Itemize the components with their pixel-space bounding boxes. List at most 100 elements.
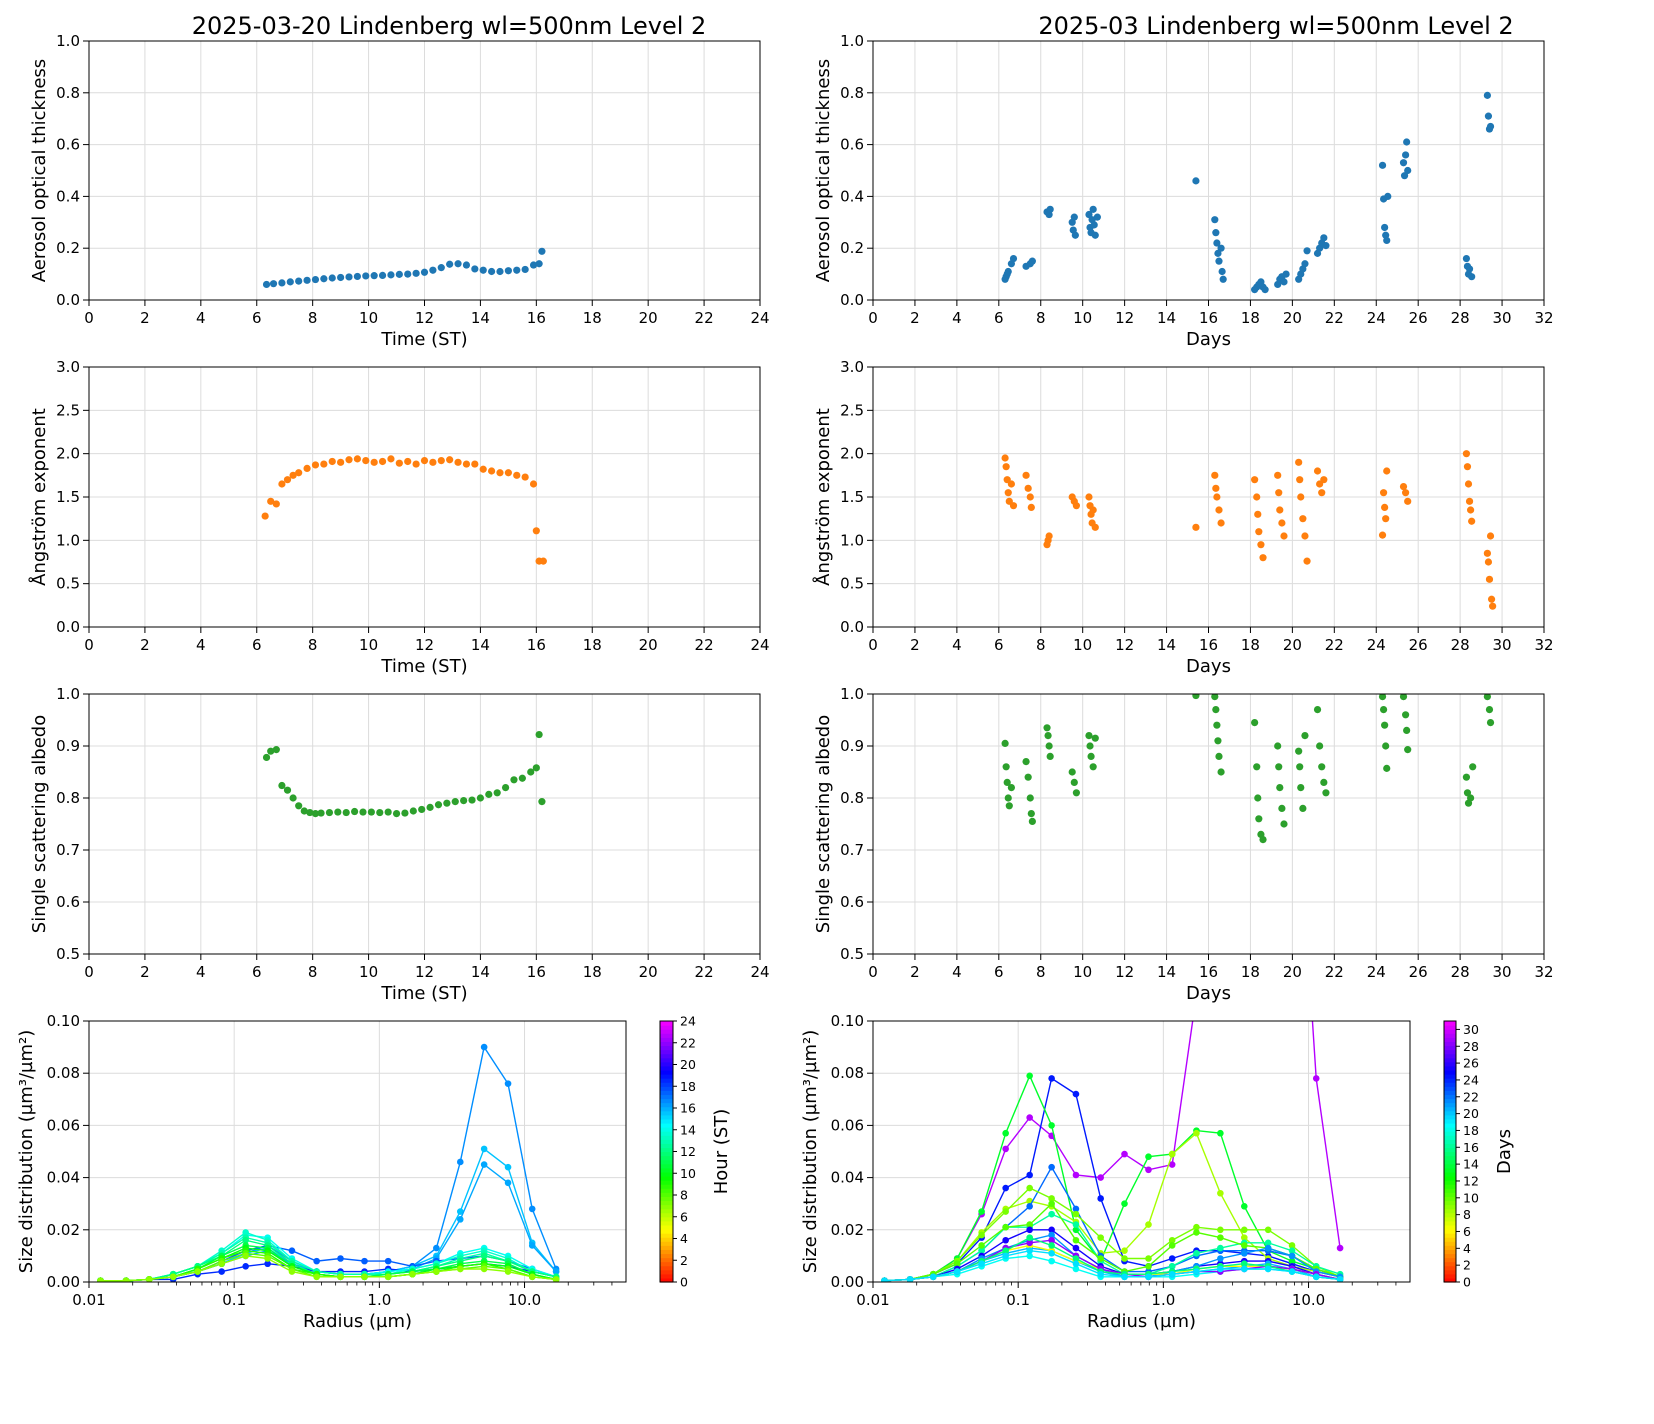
data-point bbox=[529, 480, 538, 488]
data-point bbox=[1213, 493, 1221, 501]
y-tick-label: 0.8 bbox=[840, 84, 864, 102]
data-point bbox=[1027, 503, 1035, 511]
data-point bbox=[1378, 531, 1387, 539]
gridlines bbox=[872, 693, 1545, 955]
data-point bbox=[1255, 528, 1263, 536]
colorbar-segment bbox=[660, 1122, 673, 1128]
data-point bbox=[1045, 532, 1053, 540]
data-point bbox=[262, 280, 271, 289]
series-point bbox=[1168, 1161, 1176, 1168]
data-point bbox=[454, 458, 462, 466]
data-point bbox=[1382, 742, 1390, 750]
y-tick-label: 0.00 bbox=[831, 1273, 864, 1291]
data-point bbox=[328, 457, 336, 466]
data-marks bbox=[262, 730, 546, 818]
x-tick-label: 18 bbox=[583, 963, 602, 981]
colorbar-segment bbox=[1444, 1216, 1456, 1222]
data-point bbox=[367, 808, 375, 816]
data-point bbox=[1301, 532, 1309, 540]
data-point bbox=[376, 808, 384, 817]
data-point bbox=[1213, 239, 1221, 247]
colorbar-segment bbox=[660, 1216, 673, 1222]
y-axis-label: Single scattering albedo bbox=[813, 715, 834, 933]
data-point bbox=[496, 267, 504, 276]
series-point bbox=[504, 1163, 512, 1171]
colorbar-segment bbox=[1444, 1265, 1456, 1271]
colorbar-label: Hour (ST) bbox=[711, 1109, 732, 1195]
data-point bbox=[370, 458, 378, 466]
colorbar-tick-label: 6 bbox=[1463, 1224, 1471, 1239]
series-point bbox=[978, 1231, 985, 1239]
series-point bbox=[1026, 1247, 1033, 1254]
colorbar-segment bbox=[1444, 1053, 1456, 1059]
x-tick-label: 26 bbox=[1409, 636, 1428, 654]
x-tick-label: 2 bbox=[140, 963, 150, 981]
x-tick-label: 0 bbox=[84, 309, 94, 327]
data-point bbox=[451, 798, 459, 806]
data-point bbox=[488, 267, 496, 276]
series-point bbox=[1240, 1203, 1248, 1210]
colorbar-segment bbox=[660, 1053, 673, 1059]
colorbar-segment bbox=[1444, 1257, 1456, 1263]
x-tick-label: 12 bbox=[415, 963, 434, 981]
series-point bbox=[1048, 1231, 1055, 1239]
x-tick-label: 32 bbox=[1534, 309, 1553, 327]
colorbar-segment bbox=[1444, 1114, 1456, 1120]
x-axis-label: Days bbox=[1186, 656, 1231, 677]
data-point bbox=[513, 471, 521, 479]
series-point bbox=[384, 1257, 392, 1265]
colorbar-segment bbox=[1444, 1269, 1456, 1275]
colorbar-segment bbox=[660, 1253, 673, 1259]
axes-frame bbox=[88, 1020, 627, 1283]
series-point bbox=[1097, 1270, 1104, 1278]
data-point bbox=[1091, 734, 1099, 742]
data-point bbox=[1303, 247, 1311, 255]
data-point bbox=[1261, 286, 1269, 294]
data-point bbox=[1087, 752, 1095, 761]
colorbar-tick-label: 22 bbox=[680, 1035, 696, 1050]
data-point bbox=[1254, 794, 1262, 802]
y-tick-label: 0.9 bbox=[56, 737, 80, 755]
x-tick-label: 20 bbox=[1283, 963, 1302, 981]
data-point bbox=[300, 807, 308, 815]
colorbar-tick-label: 20 bbox=[680, 1057, 696, 1072]
data-point bbox=[267, 747, 275, 755]
data-point bbox=[311, 275, 320, 284]
series-point bbox=[1097, 1255, 1104, 1262]
y-tick-label: 0.7 bbox=[56, 841, 80, 859]
colorbar-segment bbox=[660, 1127, 673, 1132]
series-point bbox=[504, 1080, 512, 1087]
series-point bbox=[1288, 1268, 1296, 1275]
colorbar-segment bbox=[660, 1110, 673, 1116]
series-point bbox=[1240, 1260, 1248, 1268]
series-point bbox=[1217, 1234, 1224, 1241]
colorbar-tick-label: 14 bbox=[680, 1122, 696, 1137]
data-point bbox=[1486, 122, 1495, 131]
data-point bbox=[504, 267, 512, 275]
series-point bbox=[1002, 1184, 1009, 1192]
data-point bbox=[1402, 489, 1410, 497]
y-tick-label: 0.0 bbox=[56, 291, 80, 309]
series-line bbox=[100, 1234, 557, 1282]
series-point bbox=[1264, 1239, 1272, 1247]
series-point bbox=[1288, 1242, 1296, 1249]
data-point bbox=[384, 808, 392, 816]
data-point bbox=[1072, 789, 1080, 797]
x-tick-label: 6 bbox=[252, 963, 262, 981]
data-point bbox=[353, 272, 361, 281]
series-point bbox=[242, 1252, 249, 1260]
series-line bbox=[100, 1163, 557, 1282]
colorbar-segment bbox=[660, 1151, 673, 1157]
y-tick-label: 0.2 bbox=[840, 239, 864, 257]
data-point bbox=[272, 746, 280, 754]
series-point bbox=[1048, 1249, 1055, 1257]
colorbar-tick-label: 10 bbox=[1463, 1190, 1479, 1205]
series-point bbox=[1097, 1234, 1104, 1241]
colorbar-tick-label: 2 bbox=[1463, 1258, 1471, 1273]
colorbar-segment bbox=[1444, 1098, 1456, 1104]
data-marks bbox=[1001, 91, 1495, 294]
y-tick-label: 0.5 bbox=[840, 575, 864, 593]
x-tick-label: 4 bbox=[196, 963, 206, 981]
data-point bbox=[1274, 742, 1282, 750]
colorbar-segment bbox=[1444, 1159, 1456, 1165]
